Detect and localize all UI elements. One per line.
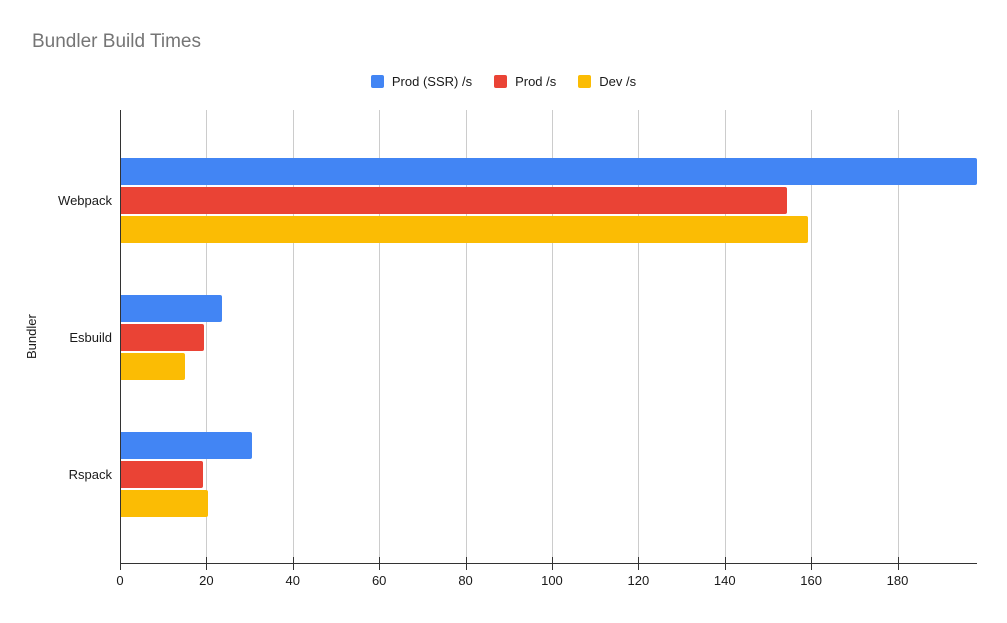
x-axis-line	[120, 563, 977, 564]
category-label: Webpack	[58, 192, 112, 208]
x-tick-label: 0	[116, 573, 124, 588]
x-tick-label: 120	[627, 573, 650, 588]
x-tick	[120, 557, 121, 570]
bar	[120, 157, 977, 185]
bar-group	[120, 157, 977, 243]
x-tick	[551, 557, 553, 570]
x-tick-label: 40	[285, 573, 301, 588]
x-tick	[379, 557, 381, 570]
legend: Prod (SSR) /s Prod /s Dev /s	[0, 74, 1007, 89]
bar	[120, 186, 787, 214]
x-tick-label: 160	[800, 573, 822, 588]
category-label: Rspack	[68, 466, 112, 482]
bar-group	[120, 294, 977, 380]
gridline	[206, 110, 208, 564]
bar-groups	[120, 110, 977, 564]
gridline	[379, 110, 381, 564]
legend-swatch	[494, 75, 508, 88]
plot-area: 0 20 40 60 80 100 120 140 160 180	[116, 110, 977, 588]
x-tick-label: 80	[458, 573, 473, 588]
gridline	[897, 110, 899, 564]
legend-item: Prod /s	[494, 74, 556, 89]
bar	[120, 460, 203, 488]
gridline	[292, 110, 294, 564]
bar	[120, 489, 208, 517]
category-label: Esbuild	[69, 329, 112, 345]
gridline	[638, 110, 640, 564]
legend-item: Prod (SSR) /s	[370, 74, 473, 89]
x-tick-label: 20	[199, 573, 214, 588]
legend-swatch	[370, 75, 384, 88]
x-tick	[465, 557, 467, 570]
x-tick-label: 60	[371, 573, 387, 588]
gridline	[551, 110, 553, 564]
gridline	[724, 110, 726, 564]
legend-swatch	[578, 75, 592, 88]
x-tick	[292, 557, 294, 570]
legend-label: Dev /s	[599, 74, 637, 89]
gridlines	[120, 110, 977, 564]
x-tick	[206, 557, 208, 570]
bar	[120, 294, 222, 322]
legend-item: Dev /s	[578, 74, 636, 89]
bar-group	[120, 431, 977, 517]
x-tick	[897, 557, 899, 570]
bar	[120, 431, 252, 459]
x-tick-label: 180	[886, 573, 909, 588]
x-tick	[638, 557, 640, 570]
category-labels: Webpack Esbuild Rspack	[0, 110, 112, 564]
x-tick	[811, 557, 813, 570]
y-axis-line	[120, 110, 121, 564]
gridline	[465, 110, 467, 564]
x-axis-ticks: 0 20 40 60 80 100 120 140 160 180	[116, 557, 977, 594]
bar	[120, 215, 809, 243]
x-tick-label: 100	[541, 573, 563, 588]
legend-label: Prod (SSR) /s	[391, 74, 473, 89]
x-tick	[724, 557, 726, 570]
chart-title: Bundler Build Times	[32, 31, 201, 52]
legend-label: Prod /s	[515, 74, 557, 89]
gridline	[811, 110, 813, 564]
bar	[120, 352, 186, 380]
bar	[120, 323, 205, 351]
x-tick-label: 140	[713, 573, 736, 588]
